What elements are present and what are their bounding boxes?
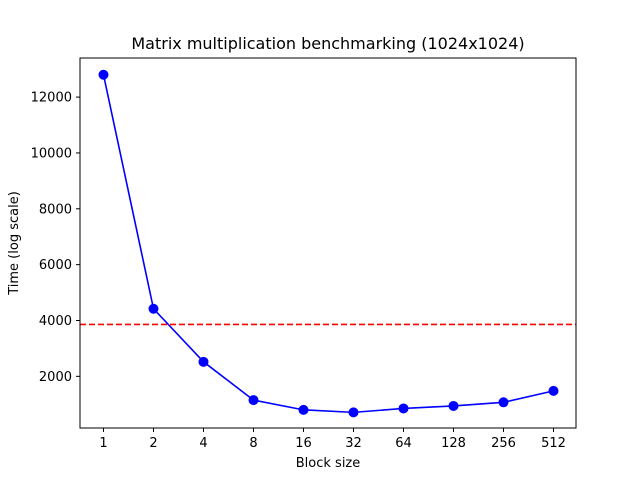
plot-frame: [79, 57, 577, 429]
series-line: [102, 74, 554, 414]
x-tick-label: 512: [541, 436, 566, 451]
chart-title: Matrix multiplication benchmarking (1024…: [131, 34, 524, 53]
data-point: [148, 303, 159, 314]
data-point: [248, 395, 259, 406]
x-tick-label: 256: [491, 436, 516, 451]
x-tick-label: 8: [249, 436, 257, 451]
x-tick-label: 128: [441, 436, 466, 451]
y-tick-label: 8000: [39, 202, 72, 217]
x-axis-label: Block size: [296, 456, 361, 471]
x-tick-label: 16: [295, 436, 312, 451]
plot-area: [80, 69, 576, 418]
x-axis: 1 2 4 8 16 32 64 128 256 512: [99, 428, 566, 451]
y-tick-label: 4000: [39, 314, 72, 329]
data-point: [198, 356, 209, 367]
y-tick-label: 12000: [31, 91, 72, 106]
y-tick-label: 10000: [31, 146, 72, 161]
data-point: [98, 69, 109, 80]
x-tick-label: 2: [149, 436, 157, 451]
y-tick-label: 6000: [39, 258, 72, 273]
y-axis-label: Time (log scale): [7, 191, 22, 296]
x-tick-label: 32: [345, 436, 362, 451]
data-point: [448, 400, 459, 411]
data-point: [498, 397, 509, 408]
data-point: [548, 385, 559, 396]
x-tick-label: 1: [99, 436, 107, 451]
data-point: [398, 403, 409, 414]
x-tick-label: 64: [395, 436, 412, 451]
y-tick-label: 2000: [39, 370, 72, 385]
x-tick-label: 4: [199, 436, 207, 451]
data-point: [298, 404, 309, 415]
data-point: [348, 407, 359, 418]
y-axis: 2000 4000 6000 8000 10000 12000: [31, 91, 80, 385]
